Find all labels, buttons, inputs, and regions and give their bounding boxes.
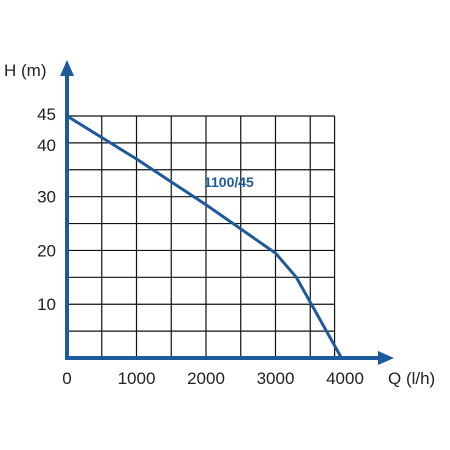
y-axis-arrow [60, 60, 74, 76]
x-tick-label: 4000 [326, 369, 364, 388]
y-axis-label: H (m) [4, 61, 46, 80]
y-tick-label: 20 [37, 241, 56, 260]
grid [67, 115, 336, 358]
x-tick-label: 1000 [118, 369, 156, 388]
y-tick-label: 30 [37, 188, 56, 207]
x-tick-label: 0 [62, 369, 71, 388]
series-line [66, 114, 343, 359]
y-tick-label: 40 [37, 136, 56, 155]
x-axis-arrow [378, 351, 394, 365]
x-axis-label: Q (l/h) [388, 369, 435, 388]
series-label: 1100/45 [204, 174, 254, 190]
y-tick-label: 10 [37, 295, 56, 314]
x-tick-label: 2000 [187, 369, 225, 388]
axes [60, 60, 394, 365]
tick-labels: 0 1000 2000 3000 4000 10 20 30 40 45 [37, 105, 364, 388]
y-tick-label: 45 [37, 105, 56, 124]
x-tick-label: 3000 [257, 369, 295, 388]
series-group [66, 114, 343, 359]
